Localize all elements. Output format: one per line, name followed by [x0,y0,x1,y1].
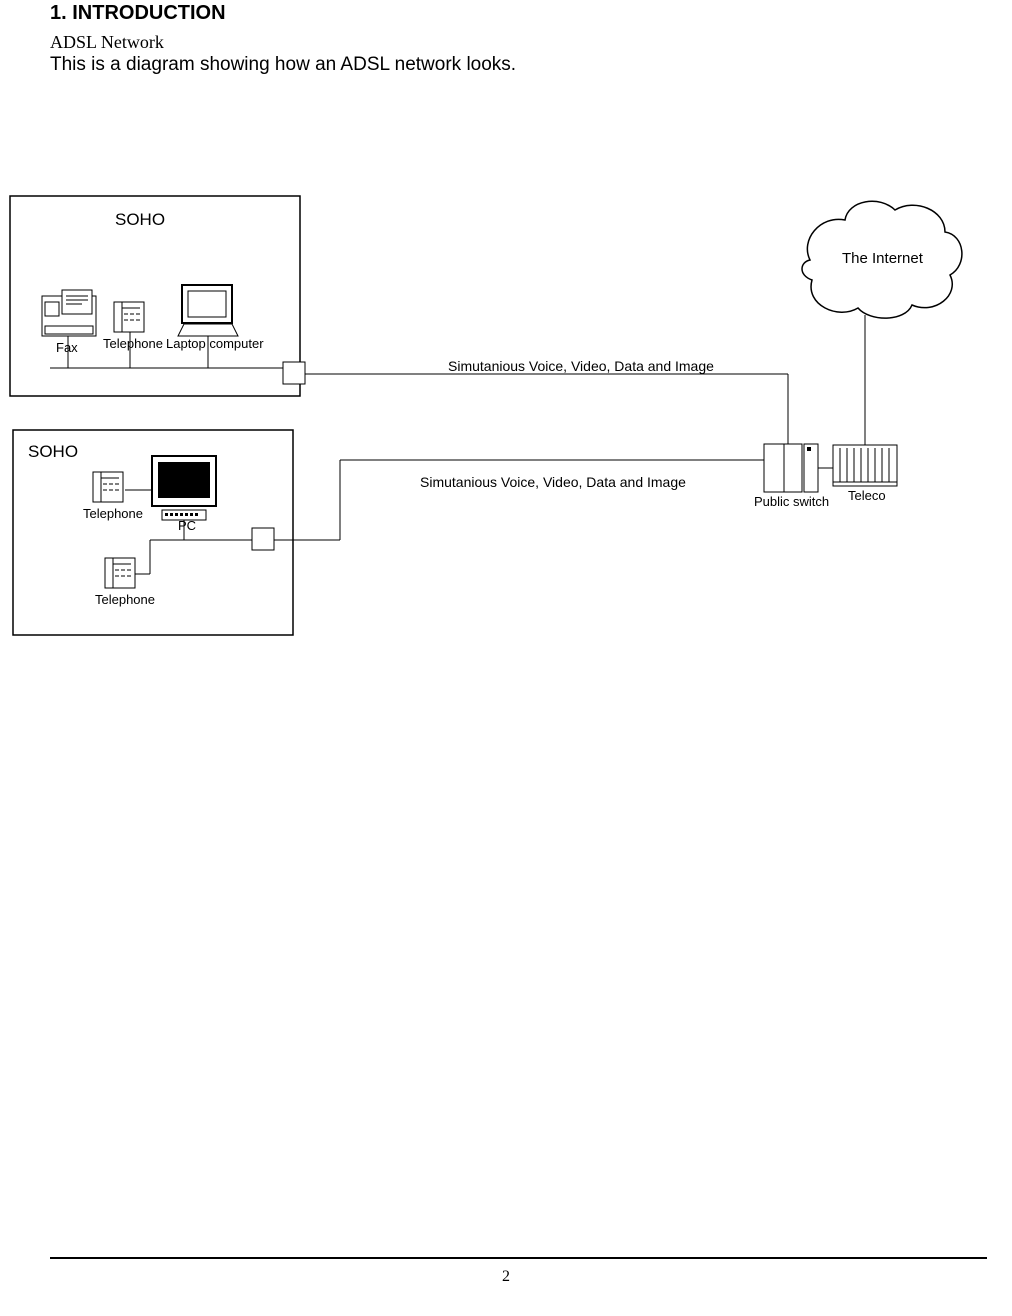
telephone-label-3: Telephone [95,592,155,607]
link-label-1: Simutanious Voice, Video, Data and Image [448,358,714,374]
laptop-label: Laptop computer [166,336,264,351]
soho1-title: SOHO [115,210,165,230]
link-label-2: Simutanious Voice, Video, Data and Image [420,474,686,490]
footer-divider [50,1257,987,1259]
laptop-icon [178,285,238,336]
fax-icon [42,290,96,336]
junction-box-2 [252,528,274,550]
telephone-label: Telephone [103,336,163,351]
diagram-canvas [0,0,1012,1316]
telephone-icon [105,558,135,588]
telephone-label-2: Telephone [83,506,143,521]
teleco-label: Teleco [848,488,886,503]
pc-icon [152,456,216,520]
fax-label: Fax [56,340,78,355]
telephone-icon [114,302,144,332]
public-switch-label: Public switch [754,494,829,509]
soho2-title: SOHO [28,442,78,462]
pc-label: PC [178,518,196,533]
page-number: 2 [0,1268,1012,1286]
junction-box-1 [283,362,305,384]
internet-label: The Internet [842,250,923,267]
public-switch-icon [764,444,818,492]
teleco-icon [833,445,897,486]
telephone-icon [93,472,123,502]
